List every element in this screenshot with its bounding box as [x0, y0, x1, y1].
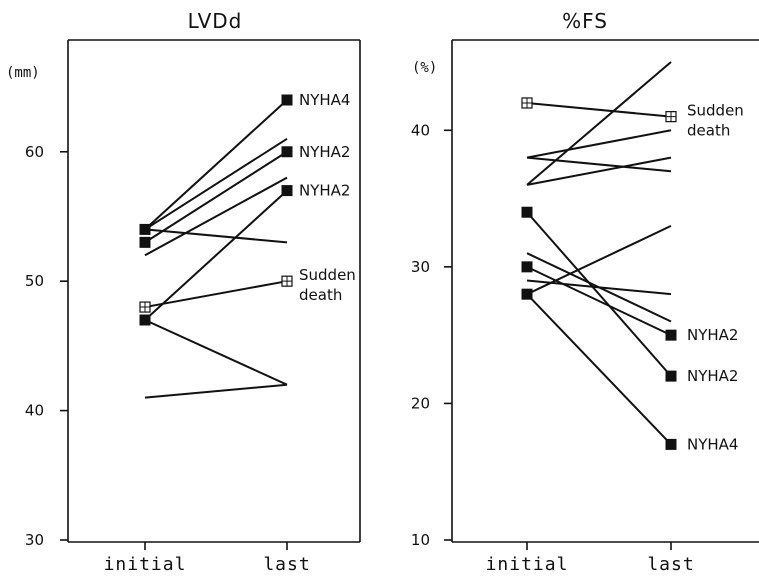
y-unit-label: (%) [412, 60, 437, 76]
data-point-solid [665, 329, 677, 341]
data-point-solid [521, 261, 533, 273]
series-line [526, 61, 672, 186]
series-line [144, 319, 288, 386]
x-category-label: initial [104, 554, 187, 575]
data-point-solid [281, 146, 293, 158]
lvdd-panel: LVDd (mm) 30 40 50 60 initial last NYHA4 NYHA2 NYH… [6, 9, 361, 575]
chart-title: %FS [562, 9, 608, 33]
series-annotation: NYHA2 [299, 182, 350, 200]
series-line [526, 279, 672, 296]
series-annotation: NYHA2 [687, 326, 738, 344]
series-annotation: NYHA2 [687, 367, 738, 385]
series-line [526, 211, 672, 377]
series-annotation: NYHA4 [299, 91, 350, 109]
data-point-hatch [522, 97, 532, 108]
x-category-label: last [647, 554, 694, 575]
series-line [144, 137, 288, 231]
series-line [526, 293, 672, 446]
data-point-solid [521, 206, 533, 218]
data-point-solid [665, 438, 677, 450]
y-tick-label: 20 [411, 394, 430, 412]
y-tick-label: 30 [411, 258, 430, 276]
series-line [526, 265, 672, 337]
x-category-label: initial [486, 554, 569, 575]
series-line [144, 99, 288, 231]
data-point-solid [281, 185, 293, 197]
series-annotation: NYHA4 [687, 435, 738, 453]
series-line [144, 228, 288, 244]
y-unit-label: (mm) [6, 65, 40, 81]
series-line [144, 383, 288, 399]
chart-title: LVDd [188, 9, 243, 33]
series-line [526, 129, 672, 159]
series-line [526, 156, 672, 186]
y-tick-label: 50 [25, 272, 44, 290]
data-point-solid [281, 94, 293, 106]
series-annotation: NYHA2 [299, 143, 350, 161]
data-point-hatch [282, 276, 292, 287]
series-line [526, 101, 672, 118]
series-line [144, 150, 288, 244]
data-point-solid [665, 370, 677, 382]
y-tick-label: 60 [25, 143, 44, 161]
data-point-hatch [140, 302, 150, 313]
y-tick-label: 10 [411, 531, 430, 549]
series-line [526, 224, 672, 296]
x-category-label: last [263, 554, 310, 575]
series-annotation: death [299, 286, 342, 304]
series-line [144, 280, 288, 309]
series-annotation: death [687, 122, 730, 140]
series-line [144, 189, 288, 321]
series-annotation: Sudden [687, 102, 744, 120]
y-tick-label: 30 [25, 531, 44, 549]
y-tick-label: 40 [25, 402, 44, 420]
data-point-solid [139, 236, 151, 248]
series-annotation: Sudden [299, 266, 356, 284]
fs-panel: %FS (%) 10 20 30 40 initial last Sudden death NYHA… [411, 9, 759, 575]
data-point-solid [521, 288, 533, 300]
y-tick-label: 40 [411, 121, 430, 139]
series-line [144, 176, 288, 257]
data-point-hatch [666, 111, 676, 122]
series-line [526, 156, 672, 173]
